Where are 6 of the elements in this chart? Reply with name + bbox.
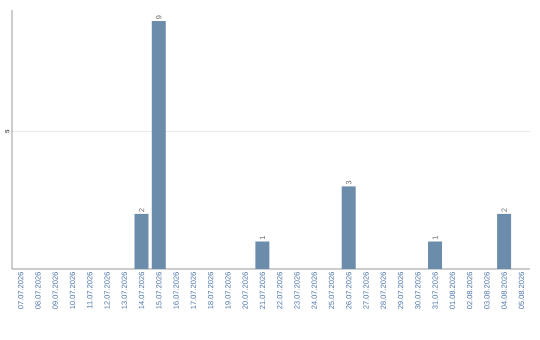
bar: [152, 21, 166, 269]
bar: [134, 214, 148, 269]
bar: [428, 241, 442, 269]
bar: [497, 214, 512, 269]
bar: [255, 241, 270, 269]
bar: [342, 186, 356, 269]
